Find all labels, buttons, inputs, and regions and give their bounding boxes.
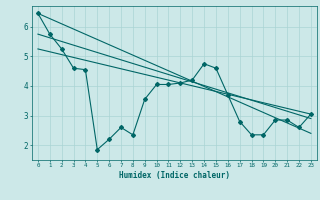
X-axis label: Humidex (Indice chaleur): Humidex (Indice chaleur) [119,171,230,180]
